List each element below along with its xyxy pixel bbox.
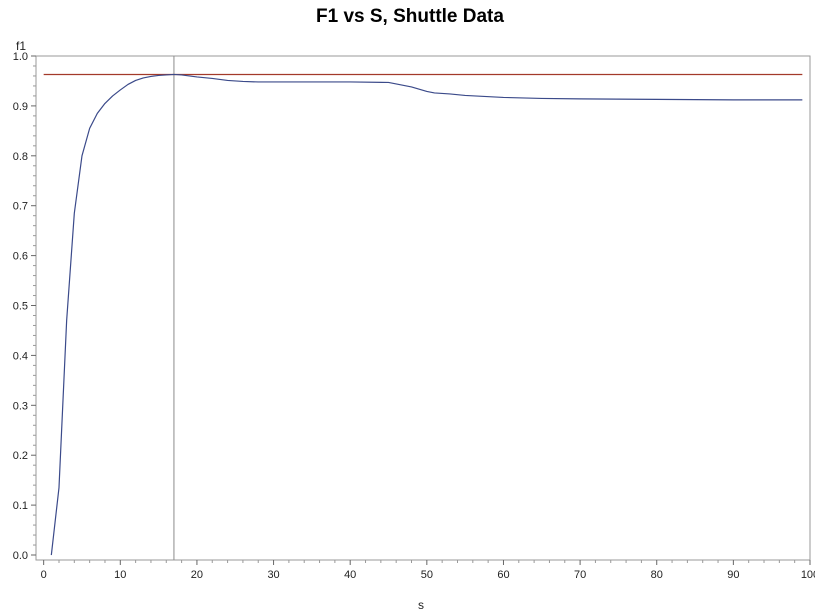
y-tick-label: 0.7 <box>13 201 28 213</box>
y-tick-label: 0.2 <box>13 450 28 462</box>
y-tick-label: 0.4 <box>13 350 28 362</box>
x-tick-label: 30 <box>267 569 279 581</box>
reference-lines <box>43 56 803 560</box>
y-tick-label: 0.3 <box>13 400 28 412</box>
x-tick-label: 80 <box>651 569 663 581</box>
y-tick-label: 0.9 <box>13 101 28 113</box>
chart-title: F1 vs S, Shuttle Data <box>316 6 504 27</box>
series-line <box>50 73 803 556</box>
y-tick-label: 0.1 <box>13 500 28 512</box>
x-tick-label: 20 <box>191 569 203 581</box>
x-tick-label: 50 <box>421 569 433 581</box>
x-tick-label: 40 <box>344 569 356 581</box>
y-tick-label: 0.0 <box>13 550 28 562</box>
y-tick-label: 0.5 <box>13 301 28 313</box>
x-tick-label: 70 <box>574 569 586 581</box>
plot-frame <box>35 55 811 561</box>
x-tick-label: 0 <box>41 569 47 581</box>
x-tick-label: 90 <box>727 569 739 581</box>
x-tick-label: 10 <box>114 569 126 581</box>
y-axis-label: f1 <box>16 39 26 53</box>
series-layer <box>50 73 803 556</box>
x-tick-label: 100 <box>801 569 815 581</box>
y-tick-label: 1.0 <box>13 51 28 63</box>
x-axis-label: s <box>418 598 424 612</box>
y-tick-label: 0.6 <box>13 251 28 263</box>
axis-ticks: 0 10 20 30 40 50 60 70 80 90 100 0.0 0.1 0.2 0.3 0.4 0.5… <box>13 51 815 581</box>
x-tick-label: 60 <box>497 569 509 581</box>
y-tick-label: 0.8 <box>13 151 28 163</box>
